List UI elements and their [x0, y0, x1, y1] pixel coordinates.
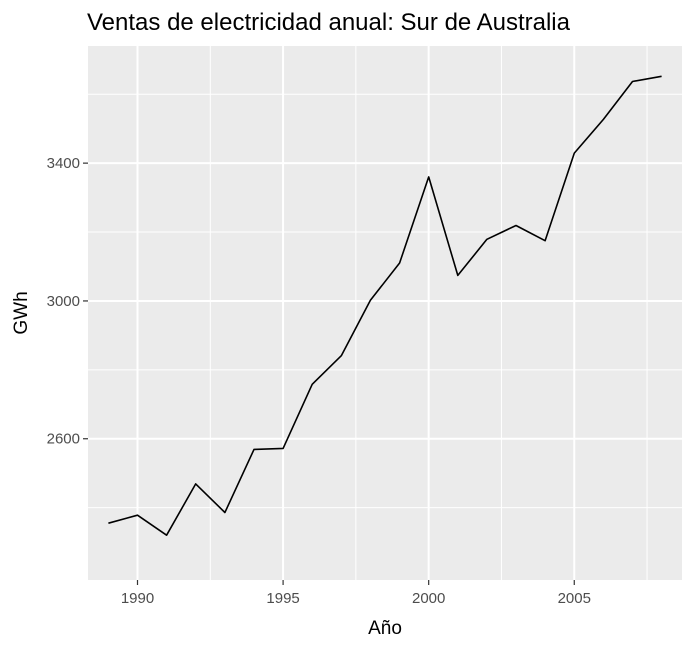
series-layer — [108, 75, 662, 537]
x-tick-label: 1990 — [121, 590, 154, 607]
x-tick-label: 1995 — [266, 590, 299, 607]
major-gridlines — [88, 46, 682, 580]
x-tick-label: 2005 — [558, 590, 591, 607]
y-tick-label: 3000 — [47, 293, 80, 310]
y-axis: 2600 3000 3400 — [47, 155, 88, 448]
x-tick-label: 2000 — [412, 590, 445, 607]
y-tick-label: 3400 — [47, 155, 80, 172]
x-axis-title: Año — [368, 618, 402, 639]
x-axis: 1990 1995 2000 2005 — [121, 580, 591, 607]
y-tick-label: 2600 — [47, 431, 80, 448]
y-axis-title: GWh — [11, 291, 32, 334]
chart-title: Ventas de electricidad anual: Sur de Aus… — [87, 9, 571, 36]
series-line — [108, 75, 662, 537]
plot-panel — [88, 46, 682, 580]
minor-gridlines — [88, 46, 682, 580]
